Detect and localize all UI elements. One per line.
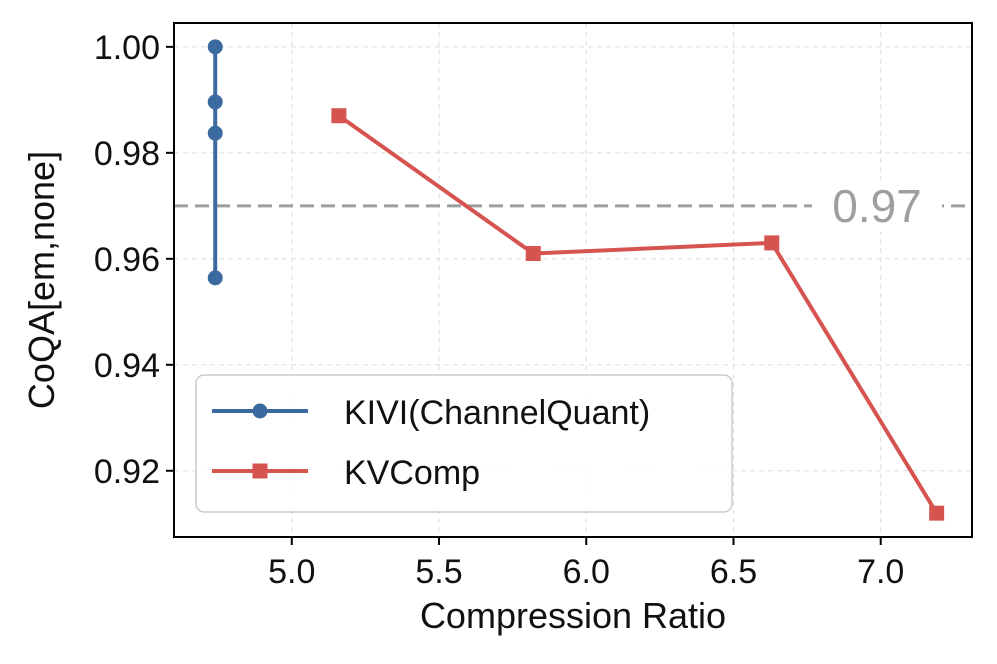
data-point-kvcomp bbox=[764, 235, 780, 251]
plot-frame bbox=[173, 22, 973, 538]
reference-line-group: 0.97 bbox=[174, 179, 972, 232]
legend-label-kivi: KIVI(ChannelQuant) bbox=[344, 394, 650, 432]
legend: KIVI(ChannelQuant) KVComp bbox=[195, 374, 733, 513]
legend-label-kvcomp: KVComp bbox=[344, 454, 480, 492]
legend-marker-kivi bbox=[252, 403, 268, 419]
series-line-kvcomp bbox=[337, 114, 939, 515]
y-tick-label: 0.94 bbox=[94, 347, 160, 385]
data-point-kivi-channelquant bbox=[207, 94, 223, 110]
x-tick-label: 5.5 bbox=[415, 553, 462, 591]
data-point-kivi-channelquant bbox=[207, 270, 223, 286]
y-tick-label: 0.98 bbox=[94, 135, 160, 173]
data-point-kvcomp bbox=[929, 505, 945, 521]
ticks: 5.0 5.5 6.0 6.5 7.0 0.92 0.94 0.96 0.98 1.00 bbox=[94, 29, 905, 591]
reference-line-label: 0.97 bbox=[832, 180, 922, 232]
y-tick-label: 0.96 bbox=[94, 241, 160, 279]
x-tick-label: 7.0 bbox=[857, 553, 904, 591]
x-tick-label: 6.5 bbox=[710, 553, 757, 591]
x-tick-label: 6.0 bbox=[563, 553, 610, 591]
y-tick-label: 0.92 bbox=[94, 453, 160, 491]
x-axis-label: Compression Ratio bbox=[420, 595, 726, 636]
legend-box bbox=[195, 374, 733, 513]
series-group bbox=[207, 39, 945, 521]
legend-marker-kvcomp bbox=[252, 463, 268, 479]
data-point-kvcomp bbox=[525, 246, 541, 262]
reference-label-background bbox=[812, 179, 942, 232]
y-axis-label: CoQA[em,none] bbox=[21, 151, 62, 409]
data-point-kvcomp bbox=[331, 108, 347, 124]
data-point-kivi-channelquant bbox=[207, 39, 223, 55]
y-tick-label: 1.00 bbox=[94, 29, 160, 67]
x-tick-label: 5.0 bbox=[268, 553, 315, 591]
data-point-kivi-channelquant bbox=[207, 125, 223, 141]
